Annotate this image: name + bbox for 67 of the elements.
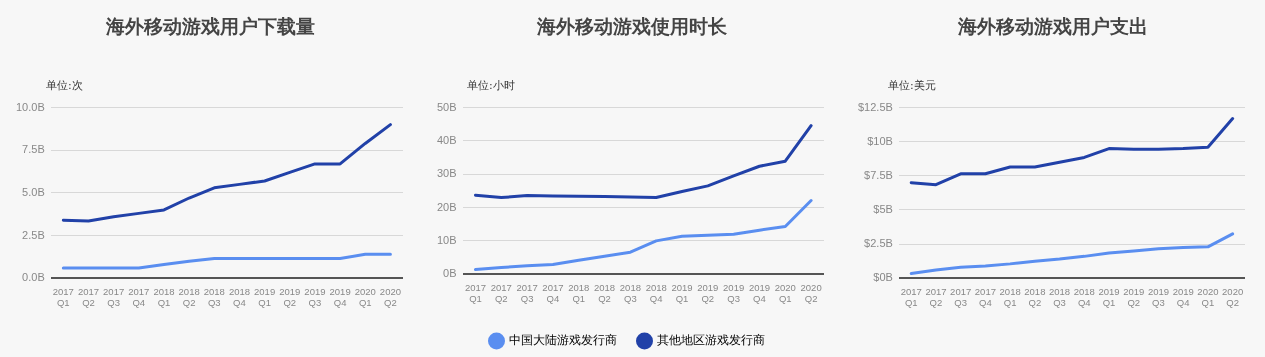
y-axis-title: 单位:次 — [46, 78, 83, 93]
y-tick-label: $2.5B — [864, 237, 893, 250]
x-tick-label: 2018 Q2 — [1024, 285, 1046, 308]
x-tick-label: 2020 Q1 — [774, 281, 796, 304]
x-tick-label: 2019 Q3 — [1147, 285, 1170, 308]
x-tick-label: 2020 Q1 — [1197, 285, 1219, 308]
y-tick-label: 10.0B — [16, 100, 45, 113]
y-axis-title: 单位:小时 — [467, 78, 515, 93]
x-tick-label: 2020 Q1 — [354, 285, 376, 308]
y-tick-label: 0B — [443, 267, 457, 280]
x-tick-label: 2020 Q2 — [800, 281, 822, 304]
x-tick-label: 2017 Q1 — [464, 281, 487, 304]
x-tick-label: 2019 Q3 — [723, 281, 745, 304]
x-tick-label: 2017 Q4 — [542, 281, 564, 304]
y-tick-label: $12.5B — [857, 100, 893, 113]
y-tick-label: 5.0B — [22, 185, 45, 198]
x-tick-label: 2018 Q4 — [228, 285, 251, 308]
y-tick-label: $10B — [867, 134, 893, 147]
x-tick-label: 2017 Q4 — [128, 285, 150, 308]
x-tick-label: 2017 Q1 — [52, 285, 74, 308]
x-tick-label: 2019 Q2 — [697, 281, 719, 304]
x-tick-label: 2018 Q2 — [178, 285, 200, 308]
x-tick-label: 2020 Q2 — [379, 285, 401, 308]
x-tick-label: 2018 Q3 — [203, 285, 225, 308]
y-tick-label: 7.5B — [22, 143, 45, 156]
x-tick-label: 2019 Q4 — [748, 281, 771, 304]
y-tick-label: 30B — [436, 167, 457, 180]
x-tick-label: 2020 Q2 — [1222, 285, 1244, 308]
y-tick-label: 0.0B — [22, 271, 45, 284]
x-tick-label: 2018 Q4 — [645, 281, 667, 304]
x-tick-label: 2017 Q3 — [103, 285, 125, 308]
y-tick-label: $5B — [873, 202, 893, 215]
chart-title: 海外移动游戏使用时长 — [535, 14, 728, 39]
y-tick-label: 50B — [436, 100, 457, 113]
x-tick-label: 2018 Q1 — [153, 285, 175, 308]
x-tick-label: 2017 Q3 — [516, 281, 538, 304]
x-tick-label: 2018 Q1 — [568, 281, 590, 304]
x-tick-label: 2018 Q1 — [999, 285, 1021, 308]
y-tick-label: 10B — [436, 233, 457, 246]
x-tick-label: 2017 Q2 — [490, 281, 512, 304]
legend-label: 中国大陆游戏发行商 — [508, 333, 617, 348]
legend-label: 其他地区游戏发行商 — [656, 333, 765, 348]
x-tick-label: 2017 Q4 — [974, 285, 996, 308]
x-tick-label: 2019 Q4 — [329, 285, 351, 308]
y-tick-label: 20B — [436, 200, 457, 213]
y-axis-title: 单位:美元 — [888, 78, 936, 93]
x-tick-label: 2017 Q1 — [900, 285, 922, 308]
x-tick-label: 2019 Q1 — [1098, 285, 1120, 308]
x-tick-label: 2017 Q3 — [950, 285, 972, 308]
x-tick-label: 2018 Q3 — [619, 281, 641, 304]
x-tick-label: 2019 Q3 — [304, 285, 326, 308]
x-tick-label: 2018 Q2 — [593, 281, 616, 304]
x-tick-label: 2019 Q1 — [254, 285, 276, 308]
chart-title: 海外移动游戏用户下载量 — [105, 14, 316, 39]
x-tick-label: 2019 Q2 — [279, 285, 301, 308]
x-tick-label: 2018 Q3 — [1049, 285, 1071, 308]
x-tick-label: 2019 Q1 — [671, 281, 693, 304]
x-tick-label: 2017 Q2 — [925, 285, 947, 308]
y-tick-label: 40B — [436, 133, 457, 146]
y-tick-label: 2.5B — [22, 228, 45, 241]
y-tick-label: $0B — [873, 271, 893, 284]
y-tick-label: $7.5B — [864, 168, 893, 181]
x-tick-label: 2019 Q4 — [1172, 285, 1194, 308]
x-tick-label: 2019 Q2 — [1123, 285, 1145, 308]
x-tick-label: 2017 Q2 — [77, 285, 100, 308]
x-tick-label: 2018 Q4 — [1073, 285, 1095, 308]
chart-title: 海外移动游戏用户支出 — [956, 14, 1149, 39]
